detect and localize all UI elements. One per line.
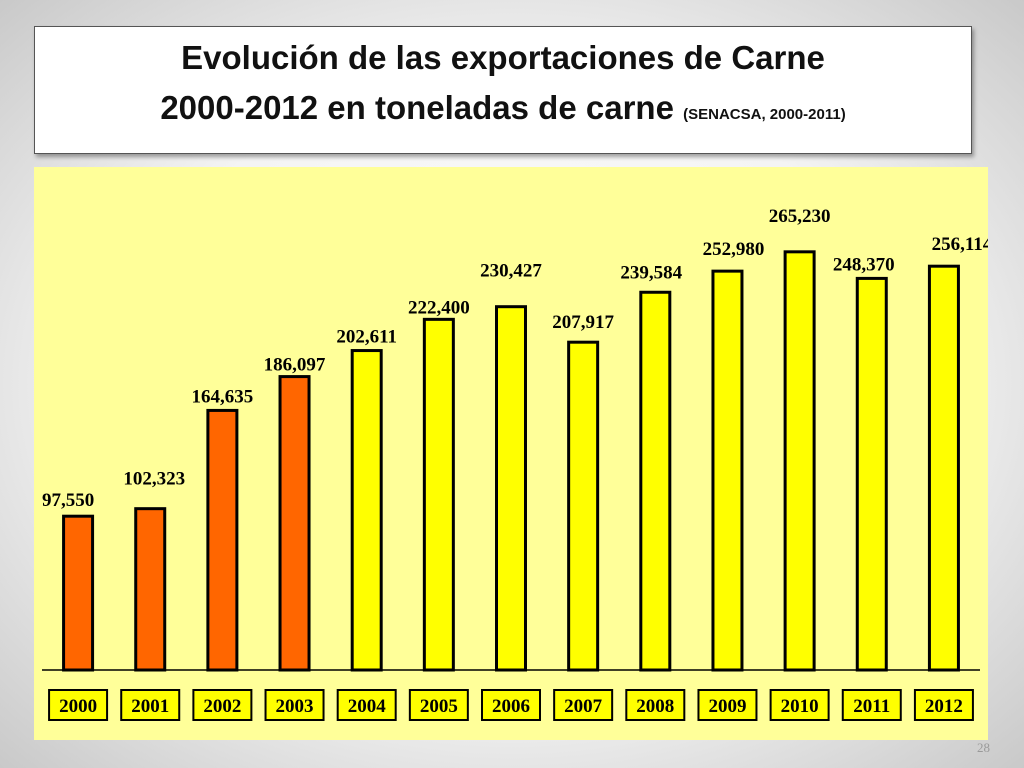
slide-number: 28 xyxy=(977,740,990,755)
chart-title: Evolución de las exportaciones de Carne xyxy=(181,39,825,76)
data-label-2012: 256,114 xyxy=(932,234,988,255)
tick-label-2007: 2007 xyxy=(564,696,603,717)
data-label-2000: 97,550 xyxy=(42,490,94,511)
bar-2012 xyxy=(927,264,960,672)
data-label-2002: 164,635 xyxy=(192,386,254,407)
tick-label-2010: 2010 xyxy=(781,696,819,717)
data-label-2008: 239,584 xyxy=(620,262,682,283)
tick-box-2003 xyxy=(264,689,325,721)
data-label-2005: 222,400 xyxy=(408,297,470,318)
tick-box-2006 xyxy=(481,689,541,721)
tick-box-2000 xyxy=(48,689,109,721)
tick-label-2003: 2003 xyxy=(276,696,314,717)
bar-2004 xyxy=(350,349,383,672)
tick-label-2005: 2005 xyxy=(420,696,458,717)
bar-2009 xyxy=(711,269,744,672)
bar-chart: 97,550 2000 102,323 2001 164,635 2002 186,097 2… xyxy=(42,197,988,721)
bar-2006 xyxy=(495,305,527,672)
tick-box-2011 xyxy=(841,689,902,721)
chart-subtitle-text: 2000-2012 en toneladas de carne xyxy=(160,89,674,126)
data-label-2004: 202,611 xyxy=(336,327,397,348)
tick-box-2009 xyxy=(697,689,758,721)
tick-label-2008: 2008 xyxy=(636,696,674,717)
data-label-2009: 252,980 xyxy=(703,239,765,260)
tick-label-2011: 2011 xyxy=(853,696,890,717)
tick-label-2004: 2004 xyxy=(348,696,387,717)
bar-2003 xyxy=(278,375,311,672)
tick-box-2002 xyxy=(192,689,253,721)
tick-box-2010 xyxy=(769,689,830,721)
bar-2007 xyxy=(567,340,600,672)
data-label-2011: 248,370 xyxy=(833,254,895,275)
data-label-2006: 230,427 xyxy=(480,261,542,282)
data-label-2003: 186,097 xyxy=(264,355,326,376)
title-box: Evolución de las exportaciones de Carne … xyxy=(34,26,972,154)
bar-2008 xyxy=(639,290,672,672)
bar-2001 xyxy=(134,507,167,672)
chart-subtitle: 2000-2012 en toneladas de carne (SENACSA… xyxy=(35,89,971,127)
tick-label-2006: 2006 xyxy=(492,696,530,717)
chart-source: (SENACSA, 2000-2011) xyxy=(683,106,846,123)
bar-2005 xyxy=(422,317,455,672)
tick-box-2001 xyxy=(120,689,181,721)
bar-2002 xyxy=(206,408,239,672)
tick-label-2012: 2012 xyxy=(925,696,963,717)
bar-2011 xyxy=(855,276,888,672)
tick-label-2000: 2000 xyxy=(59,696,97,717)
tick-label-2001: 2001 xyxy=(131,696,169,717)
tick-label-2002: 2002 xyxy=(203,696,241,717)
tick-box-2005 xyxy=(408,689,469,721)
data-label-2001: 102,323 xyxy=(123,469,185,490)
data-label-2007: 207,917 xyxy=(552,312,614,333)
tick-box-2004 xyxy=(336,689,397,721)
bar-2010 xyxy=(783,250,816,672)
tick-box-2007 xyxy=(553,689,614,721)
tick-label-2009: 2009 xyxy=(708,696,746,717)
chart-area: 97,550 2000 102,323 2001 164,635 2002 186,097 2… xyxy=(34,167,988,740)
tick-box-2008 xyxy=(625,689,686,721)
data-label-2010: 265,230 xyxy=(769,206,831,227)
bar-2000 xyxy=(62,514,95,672)
tick-box-2012 xyxy=(913,689,974,721)
